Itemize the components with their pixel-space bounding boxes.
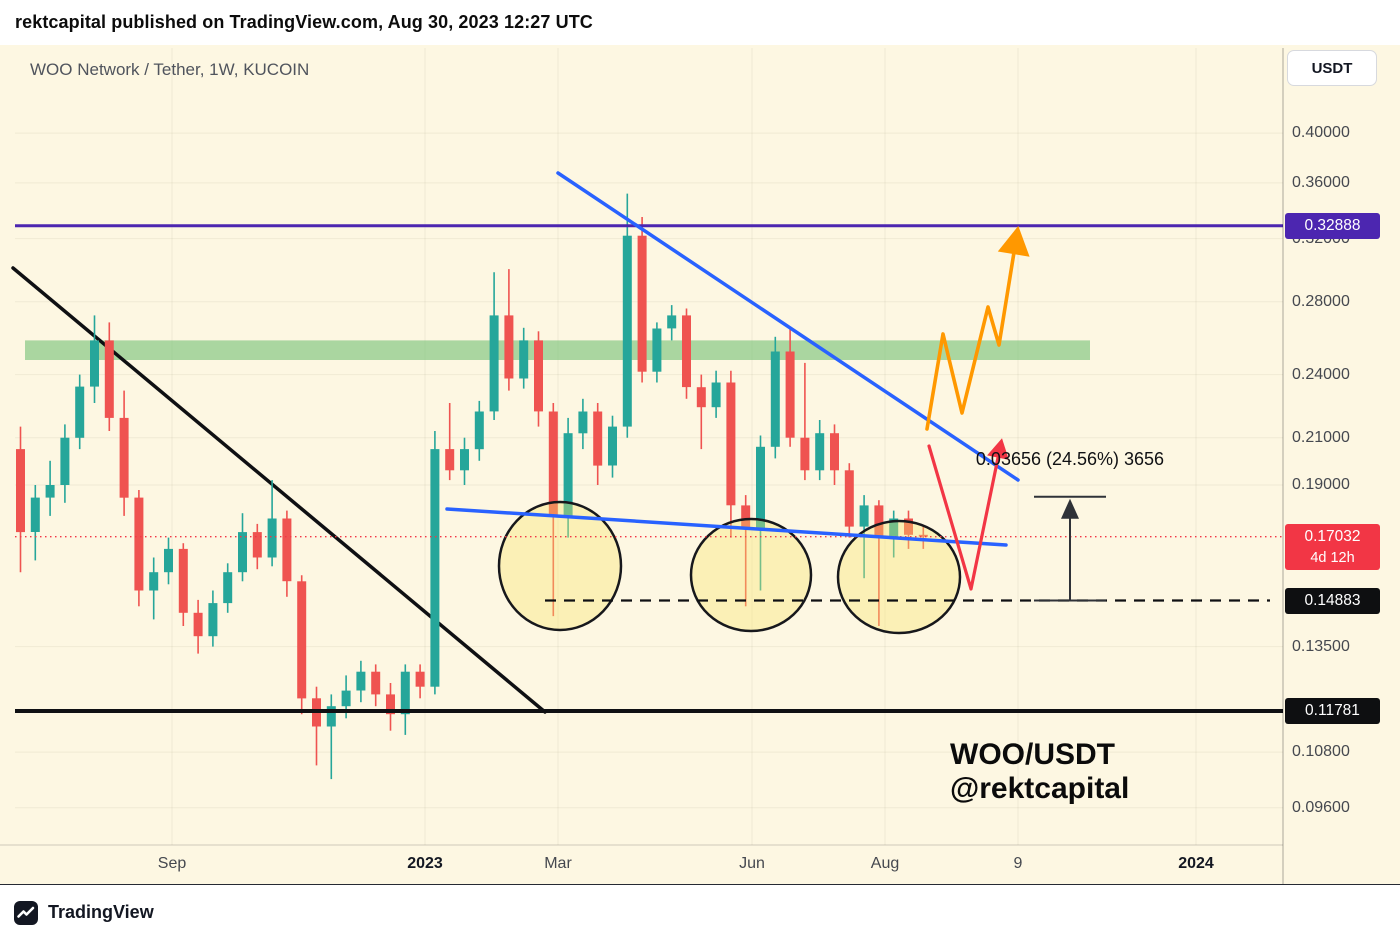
watermark-symbol: WOO/USDT — [950, 738, 1115, 771]
symbol-title: WOO Network / Tether, 1W, KUCOIN — [30, 60, 310, 79]
currency-toggle-button[interactable]: USDT — [1287, 50, 1377, 86]
measure-label: 0.03656 (24.56%) 3656 — [975, 449, 1165, 469]
publish-banner-text: rektcapital published on TradingView.com… — [15, 12, 593, 32]
tradingview-brand: TradingView — [48, 902, 154, 922]
watermark-handle: @rektcapital — [950, 772, 1130, 805]
publish-banner: rektcapital published on TradingView.com… — [0, 0, 1400, 45]
footer: TradingView — [0, 884, 1400, 940]
tradingview-logo — [14, 900, 38, 925]
watermark: WOO/USDT @rektcapital — [950, 738, 1129, 806]
